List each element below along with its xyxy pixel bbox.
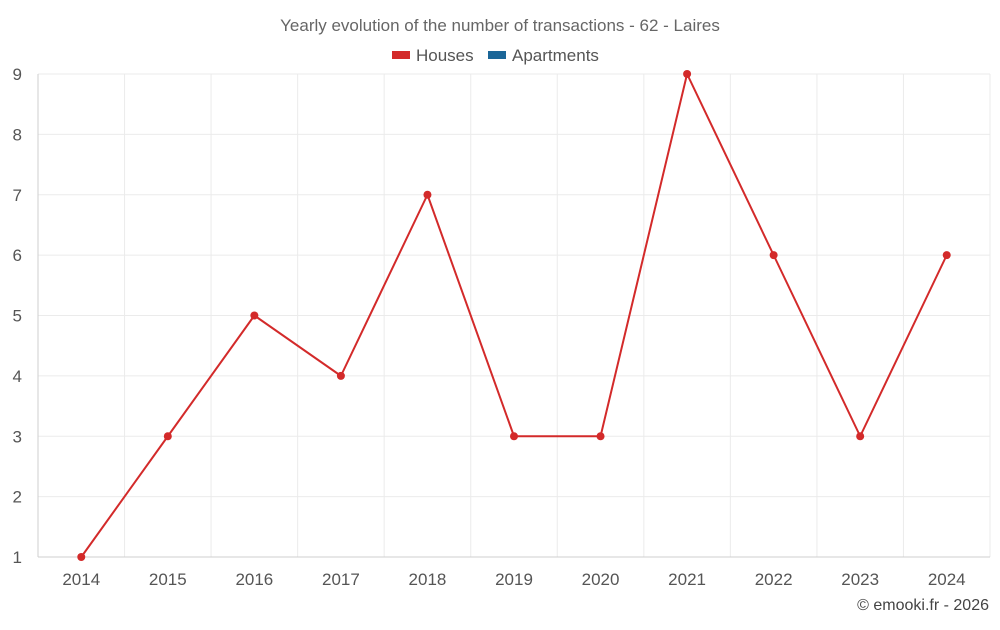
y-tick-label: 6 xyxy=(13,246,22,265)
data-point[interactable] xyxy=(336,371,345,380)
x-tick-label: 2023 xyxy=(841,570,879,589)
data-point[interactable] xyxy=(856,432,865,441)
x-tick-label: 2021 xyxy=(668,570,706,589)
data-point[interactable] xyxy=(423,190,432,199)
y-tick-label: 1 xyxy=(13,548,22,567)
data-point[interactable] xyxy=(250,311,259,320)
x-tick-label: 2015 xyxy=(149,570,187,589)
data-point[interactable] xyxy=(596,432,605,441)
series-houses xyxy=(77,70,951,561)
y-tick-label: 7 xyxy=(13,186,22,205)
legend-item-houses[interactable]: Houses xyxy=(392,46,474,65)
x-tick-label: 2017 xyxy=(322,570,360,589)
x-tick-label: 2024 xyxy=(928,570,966,589)
x-tick-label: 2018 xyxy=(409,570,447,589)
y-tick-label: 2 xyxy=(13,488,22,507)
legend-label-houses: Houses xyxy=(416,46,474,65)
y-tick-label: 3 xyxy=(13,427,22,446)
data-point[interactable] xyxy=(163,432,172,441)
legend-swatch-apartments xyxy=(488,51,506,59)
y-tick-label: 8 xyxy=(13,125,22,144)
data-point[interactable] xyxy=(77,553,86,561)
x-tick-label: 2014 xyxy=(62,570,100,589)
legend-item-apartments[interactable]: Apartments xyxy=(488,46,599,65)
y-tick-label: 9 xyxy=(13,65,22,84)
data-point[interactable] xyxy=(683,70,692,78)
data-point[interactable] xyxy=(942,251,951,260)
axes xyxy=(37,74,990,558)
x-tick-label: 2019 xyxy=(495,570,533,589)
grid xyxy=(37,73,991,557)
chart-title: Yearly evolution of the number of transa… xyxy=(280,16,720,35)
data-point[interactable] xyxy=(769,251,778,260)
x-tick-label: 2016 xyxy=(235,570,273,589)
legend-label-apartments: Apartments xyxy=(512,46,599,65)
tick-labels: 1 2 3 4 5 6 7 8 9 2014 2015 2016 2017 2018 2019 2020 202… xyxy=(13,65,966,589)
y-tick-label: 5 xyxy=(13,307,22,326)
credit-text: © emooki.fr - 2026 xyxy=(857,597,989,614)
x-tick-label: 2022 xyxy=(755,570,793,589)
legend: Houses Apartments xyxy=(392,46,599,65)
x-tick-label: 2020 xyxy=(582,570,620,589)
y-tick-label: 4 xyxy=(13,367,22,386)
data-point[interactable] xyxy=(510,432,518,441)
legend-swatch-houses xyxy=(392,51,410,59)
